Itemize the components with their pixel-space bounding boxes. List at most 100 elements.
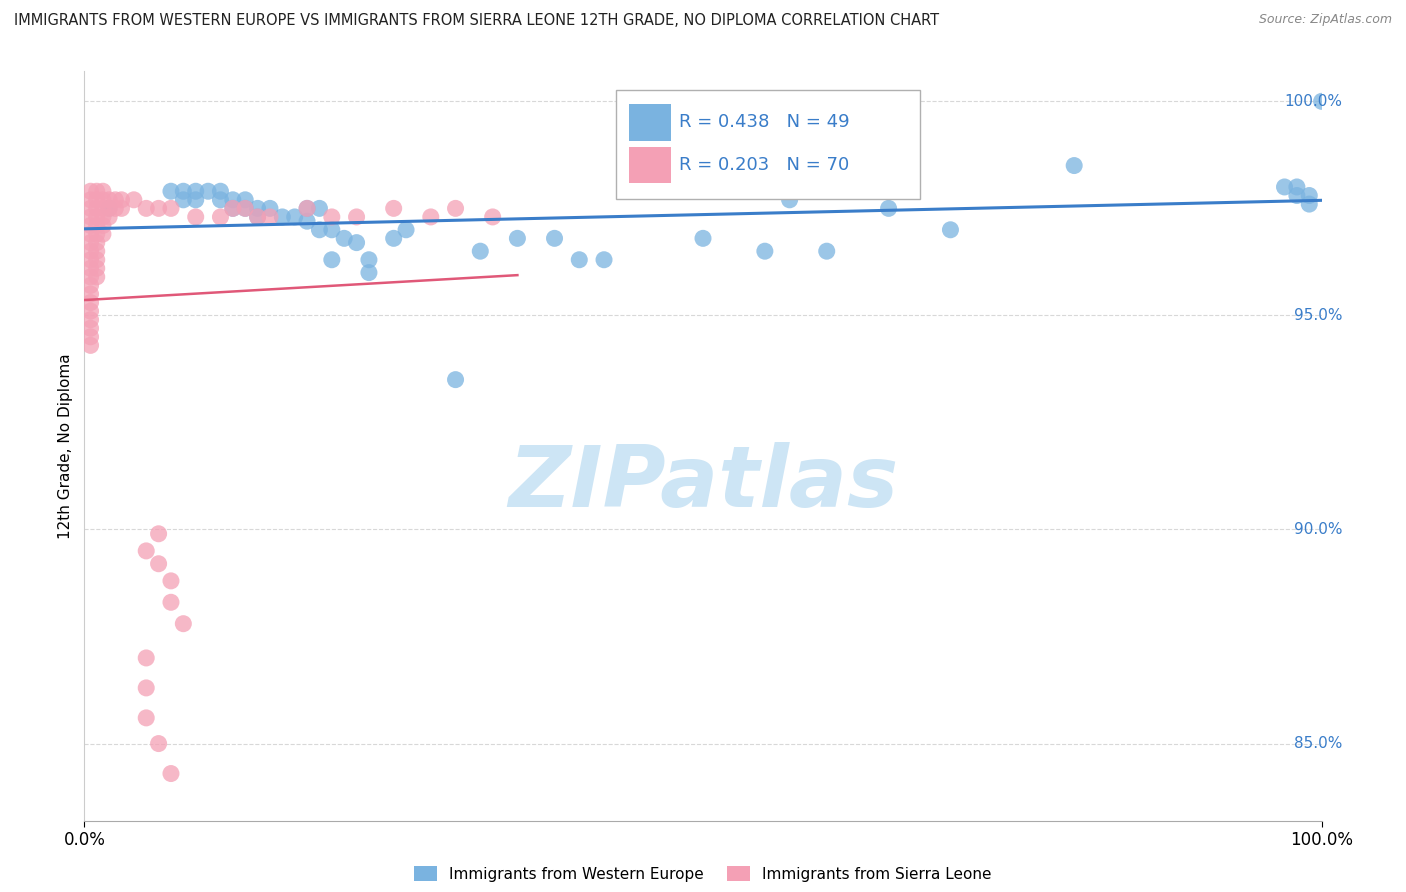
Point [148, 557, 170, 571]
Point [86, 269, 108, 284]
Point [222, 193, 245, 207]
Point [79, 321, 101, 335]
Point [233, 202, 256, 216]
Point [104, 193, 127, 207]
Point [222, 202, 245, 216]
Point [79, 295, 101, 310]
Point [91, 202, 114, 216]
Point [444, 373, 467, 387]
Point [259, 210, 281, 224]
Point [1285, 180, 1308, 194]
Point [86, 193, 108, 207]
Point [481, 210, 503, 224]
Point [779, 193, 801, 207]
Point [98, 193, 121, 207]
Text: R = 0.438   N = 49: R = 0.438 N = 49 [679, 113, 851, 131]
Point [209, 193, 232, 207]
Point [79, 202, 101, 216]
Point [79, 235, 101, 250]
Point [939, 223, 962, 237]
Point [110, 202, 132, 216]
Point [79, 252, 101, 267]
Point [222, 202, 245, 216]
Point [86, 244, 108, 259]
Text: R = 0.203   N = 70: R = 0.203 N = 70 [679, 156, 849, 174]
Point [172, 616, 194, 631]
Point [160, 766, 183, 780]
Point [79, 338, 101, 352]
Point [79, 261, 101, 276]
Point [79, 278, 101, 293]
Point [172, 184, 194, 198]
Point [91, 210, 114, 224]
Point [321, 223, 343, 237]
Point [91, 219, 114, 233]
Point [86, 219, 108, 233]
Point [148, 526, 170, 541]
Point [110, 193, 132, 207]
Point [543, 231, 565, 245]
Point [382, 231, 405, 245]
Point [346, 210, 368, 224]
Point [197, 184, 219, 198]
Point [246, 210, 269, 224]
Point [79, 210, 101, 224]
Point [209, 184, 232, 198]
Text: 95.0%: 95.0% [1295, 308, 1343, 323]
Point [184, 210, 207, 224]
Point [135, 711, 157, 725]
Point [91, 227, 114, 241]
Point [79, 244, 101, 259]
Point [395, 223, 418, 237]
Point [98, 202, 121, 216]
Point [259, 202, 281, 216]
Point [754, 244, 776, 259]
Point [79, 193, 101, 207]
Point [1063, 159, 1085, 173]
Point [98, 202, 121, 216]
Point [233, 193, 256, 207]
Point [1298, 188, 1320, 202]
FancyBboxPatch shape [616, 90, 920, 199]
Point [160, 574, 183, 588]
Text: 85.0%: 85.0% [1295, 736, 1343, 751]
Point [333, 231, 356, 245]
Point [506, 231, 529, 245]
Point [160, 202, 183, 216]
Point [184, 184, 207, 198]
Point [308, 202, 330, 216]
Point [233, 202, 256, 216]
Point [568, 252, 591, 267]
Point [86, 235, 108, 250]
Point [295, 202, 318, 216]
Point [79, 330, 101, 344]
Point [79, 219, 101, 233]
Point [321, 210, 343, 224]
Point [86, 210, 108, 224]
Point [382, 202, 405, 216]
Point [1285, 188, 1308, 202]
Point [86, 252, 108, 267]
Point [148, 202, 170, 216]
Point [692, 231, 714, 245]
Point [815, 244, 838, 259]
Point [246, 210, 269, 224]
Text: ZIPatlas: ZIPatlas [508, 442, 898, 525]
Point [135, 202, 157, 216]
Point [357, 252, 380, 267]
Text: 90.0%: 90.0% [1295, 522, 1343, 537]
Point [209, 210, 232, 224]
Text: IMMIGRANTS FROM WESTERN EUROPE VS IMMIGRANTS FROM SIERRA LEONE 12TH GRADE, NO DI: IMMIGRANTS FROM WESTERN EUROPE VS IMMIGR… [14, 13, 939, 29]
Point [470, 244, 492, 259]
Point [86, 227, 108, 241]
Point [419, 210, 441, 224]
Point [444, 202, 467, 216]
Point [86, 202, 108, 216]
Point [295, 214, 318, 228]
Text: 100.0%: 100.0% [1285, 94, 1343, 109]
Point [79, 269, 101, 284]
Text: Source: ZipAtlas.com: Source: ZipAtlas.com [1258, 13, 1392, 27]
Point [86, 261, 108, 276]
Point [1298, 197, 1320, 211]
Point [91, 184, 114, 198]
